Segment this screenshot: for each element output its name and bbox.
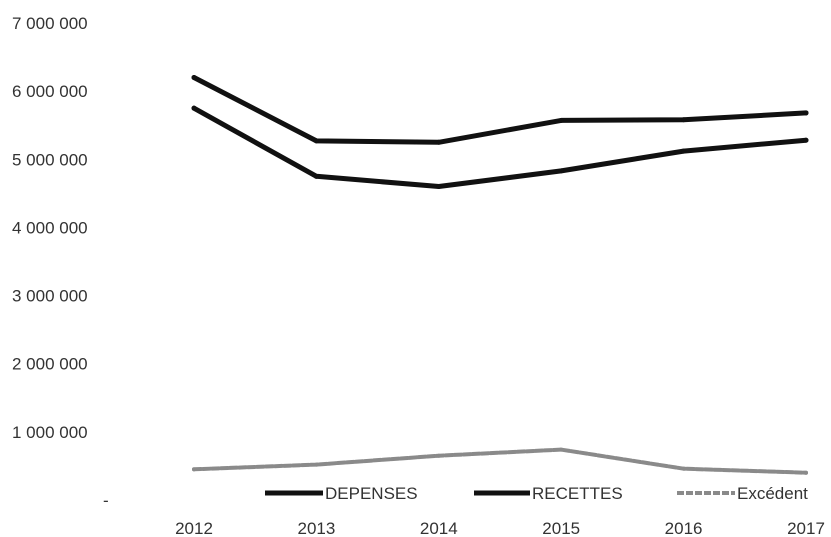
series-line-recettes bbox=[191, 75, 809, 145]
y-tick-label: 7 000 000 bbox=[12, 14, 88, 33]
x-tick-label: 2014 bbox=[420, 519, 458, 537]
data-point bbox=[558, 117, 564, 123]
x-axis: 2012 2013 2014 2015 2016 2017 bbox=[175, 519, 825, 537]
data-point bbox=[436, 184, 442, 190]
data-point bbox=[558, 168, 564, 174]
legend-label: DEPENSES bbox=[325, 484, 418, 503]
legend-item-depenses: DEPENSES bbox=[265, 484, 418, 503]
series-line-exc-dent bbox=[192, 447, 808, 475]
y-tick-label: 3 000 000 bbox=[12, 287, 88, 306]
data-point bbox=[313, 138, 319, 144]
data-point bbox=[191, 75, 197, 81]
y-tick-label: 6 000 000 bbox=[12, 82, 88, 101]
x-tick-label: 2015 bbox=[542, 519, 580, 537]
data-point bbox=[559, 447, 564, 452]
data-point bbox=[436, 453, 441, 458]
data-point bbox=[681, 117, 687, 123]
data-point bbox=[191, 105, 197, 111]
y-tick-label: 4 000 000 bbox=[12, 218, 88, 237]
data-point bbox=[681, 466, 686, 471]
data-point bbox=[804, 470, 808, 475]
data-point bbox=[803, 110, 809, 116]
legend-label: Excédent bbox=[737, 484, 808, 503]
series-layer bbox=[191, 75, 809, 475]
data-point bbox=[681, 148, 687, 154]
x-tick-label: 2012 bbox=[175, 519, 213, 537]
legend-item-recettes: RECETTES bbox=[474, 484, 623, 503]
data-point bbox=[314, 462, 319, 467]
data-point bbox=[803, 137, 809, 143]
y-tick-label: 5 000 000 bbox=[12, 150, 88, 169]
y-axis: - 1 000 000 2 000 000 3 000 000 4 000 000 5 0… bbox=[12, 14, 109, 510]
y-tick-label: 2 000 000 bbox=[12, 355, 88, 374]
x-tick-label: 2013 bbox=[297, 519, 335, 537]
x-tick-label: 2017 bbox=[787, 519, 825, 537]
series-line-depenses bbox=[191, 105, 809, 189]
legend: DEPENSES RECETTES Excédent bbox=[265, 484, 808, 503]
data-point bbox=[436, 139, 442, 145]
data-point bbox=[192, 467, 196, 472]
legend-item-exc-dent: Excédent bbox=[677, 484, 808, 503]
y-tick-label: - bbox=[103, 491, 109, 510]
y-tick-label: 1 000 000 bbox=[12, 423, 88, 442]
x-tick-label: 2016 bbox=[665, 519, 703, 537]
legend-label: RECETTES bbox=[532, 484, 623, 503]
data-point bbox=[313, 173, 319, 179]
